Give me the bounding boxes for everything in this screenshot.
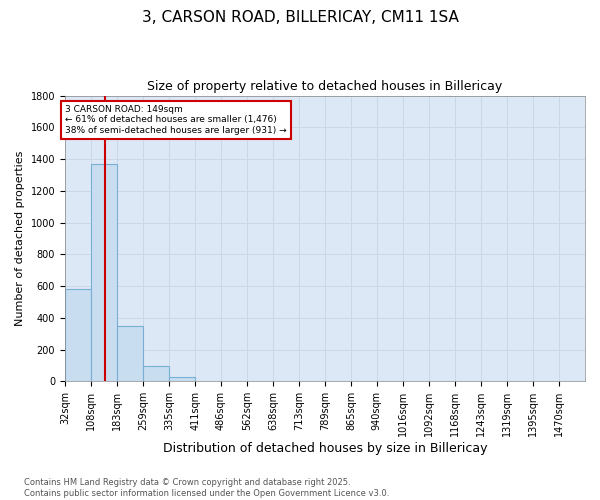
X-axis label: Distribution of detached houses by size in Billericay: Distribution of detached houses by size … — [163, 442, 487, 455]
Y-axis label: Number of detached properties: Number of detached properties — [15, 151, 25, 326]
Bar — [169, 378, 195, 382]
Bar — [117, 326, 143, 382]
Bar — [195, 380, 221, 382]
Bar — [91, 164, 117, 382]
Title: Size of property relative to detached houses in Billericay: Size of property relative to detached ho… — [148, 80, 503, 93]
Bar — [65, 290, 91, 382]
Text: 3 CARSON ROAD: 149sqm
← 61% of detached houses are smaller (1,476)
38% of semi-d: 3 CARSON ROAD: 149sqm ← 61% of detached … — [65, 105, 287, 135]
Text: 3, CARSON ROAD, BILLERICAY, CM11 1SA: 3, CARSON ROAD, BILLERICAY, CM11 1SA — [142, 10, 458, 25]
Bar — [143, 366, 169, 382]
Text: Contains HM Land Registry data © Crown copyright and database right 2025.
Contai: Contains HM Land Registry data © Crown c… — [24, 478, 389, 498]
